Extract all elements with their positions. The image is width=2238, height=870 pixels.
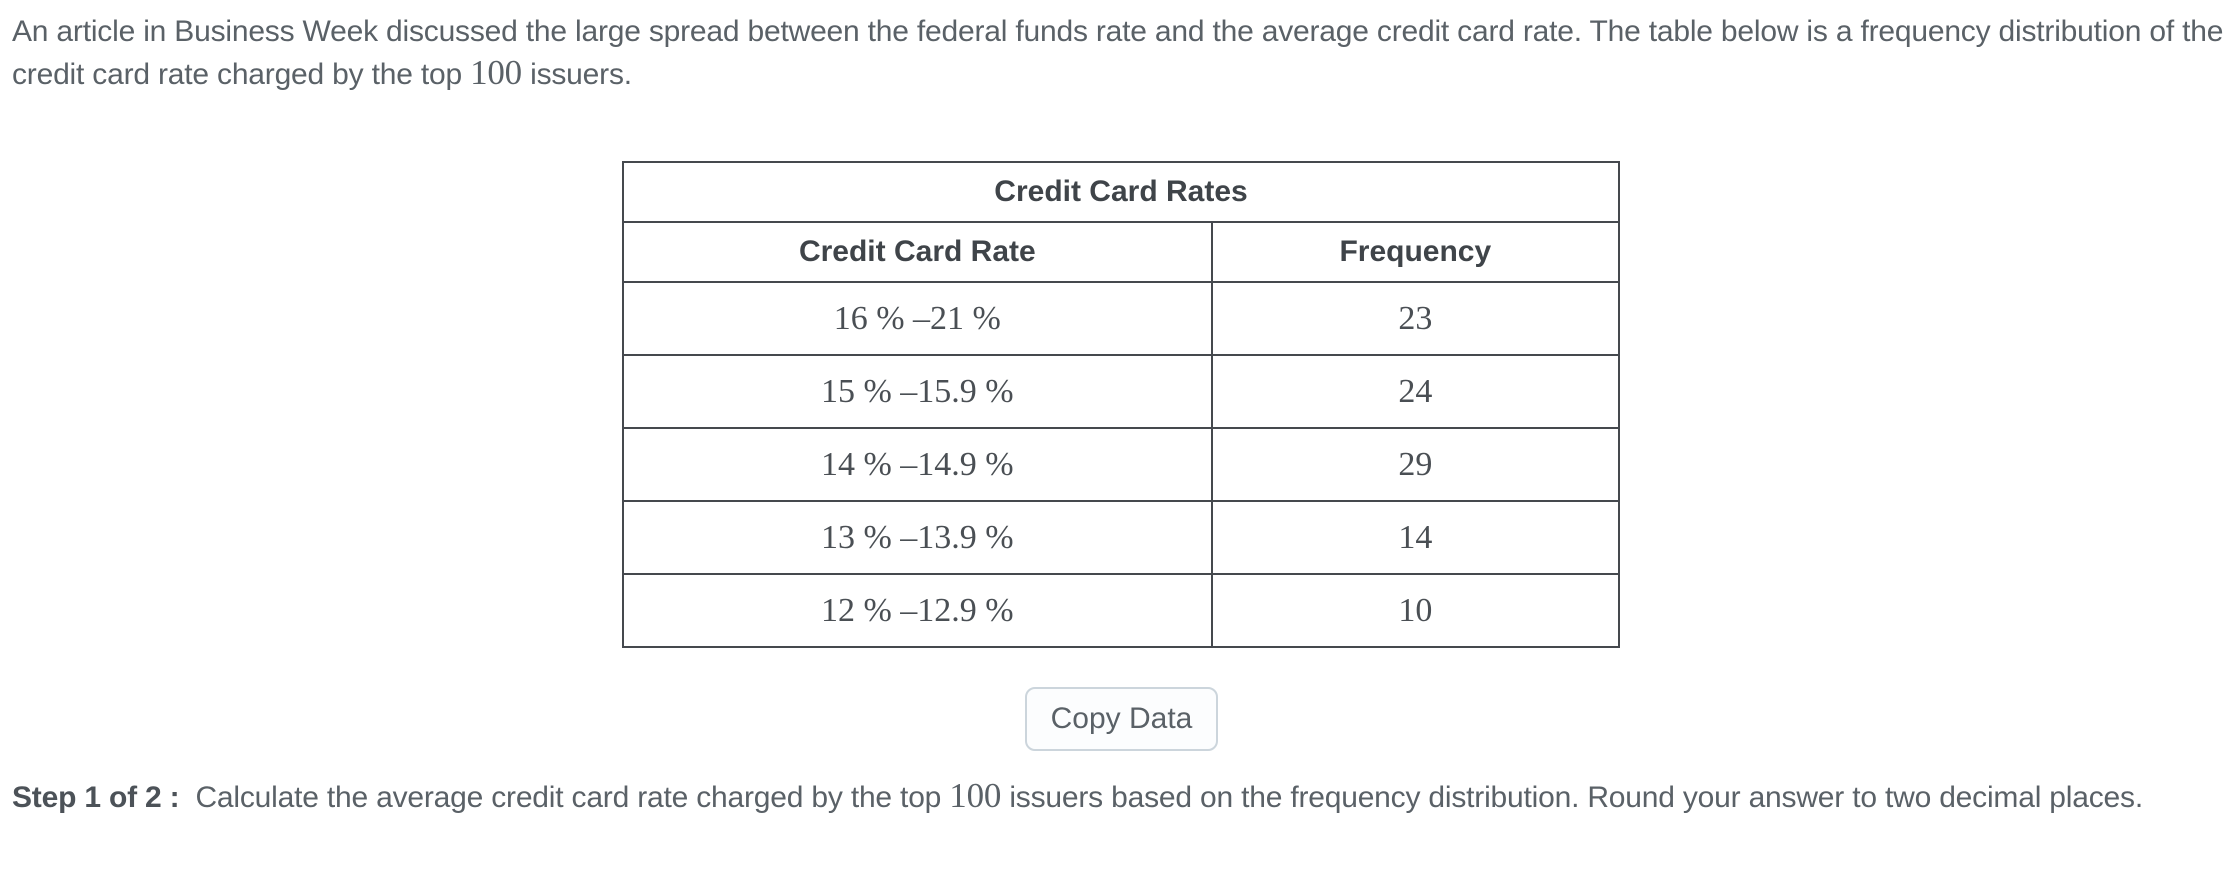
table-row: 13 % –13.9 % 14 — [622, 500, 1621, 575]
column-header-frequency: Frequency — [1210, 221, 1621, 283]
rate-cell: 16 % –21 % — [622, 281, 1213, 356]
table-title-row: Credit Card Rates — [622, 161, 1620, 223]
step-text-before: Calculate the average credit card rate c… — [195, 781, 950, 814]
step-indicator: Step 1 of 2 : — [12, 781, 180, 814]
table-row: 15 % –15.9 % 24 — [622, 354, 1621, 429]
intro-line-2-text: credit card rate charged by the top — [12, 58, 471, 91]
intro-line-1: An article in Business Week discussed th… — [12, 15, 2224, 48]
table-row: 12 % –12.9 % 10 — [622, 573, 1621, 648]
frequency-cell: 10 — [1210, 573, 1621, 648]
rate-cell: 13 % –13.9 % — [622, 500, 1213, 575]
intro-line-2: credit card rate charged by the top 100 … — [12, 53, 2223, 96]
frequency-cell: 24 — [1210, 354, 1621, 429]
frequency-cell: 14 — [1210, 500, 1621, 575]
step-instruction: Step 1 of 2 : Calculate the average credi… — [12, 776, 2143, 819]
rate-cell: 14 % –14.9 % — [622, 427, 1213, 502]
credit-card-rates-table: Credit Card Rates Credit Card Rate Frequ… — [622, 161, 1621, 648]
copy-data-button[interactable]: Copy Data — [1025, 687, 1218, 751]
table-header-row: Credit Card Rate Frequency — [622, 221, 1621, 283]
issuer-count-step: 100 — [949, 776, 1002, 815]
frequency-cell: 29 — [1210, 427, 1621, 502]
table-row: 14 % –14.9 % 29 — [622, 427, 1621, 502]
column-header-rate: Credit Card Rate — [622, 221, 1213, 283]
frequency-cell: 23 — [1210, 281, 1621, 356]
rate-cell: 12 % –12.9 % — [622, 573, 1213, 648]
rate-cell: 15 % –15.9 % — [622, 354, 1213, 429]
table-title: Credit Card Rates — [622, 161, 1620, 223]
problem-statement: An article in Business Week discussed th… — [12, 10, 2223, 96]
step-text-after: issuers based on the frequency distribut… — [1001, 781, 2143, 814]
issuer-count: 100 — [470, 53, 522, 92]
table-row: 16 % –21 % 23 — [622, 281, 1621, 356]
intro-line-2-tail: issuers. — [521, 58, 632, 91]
